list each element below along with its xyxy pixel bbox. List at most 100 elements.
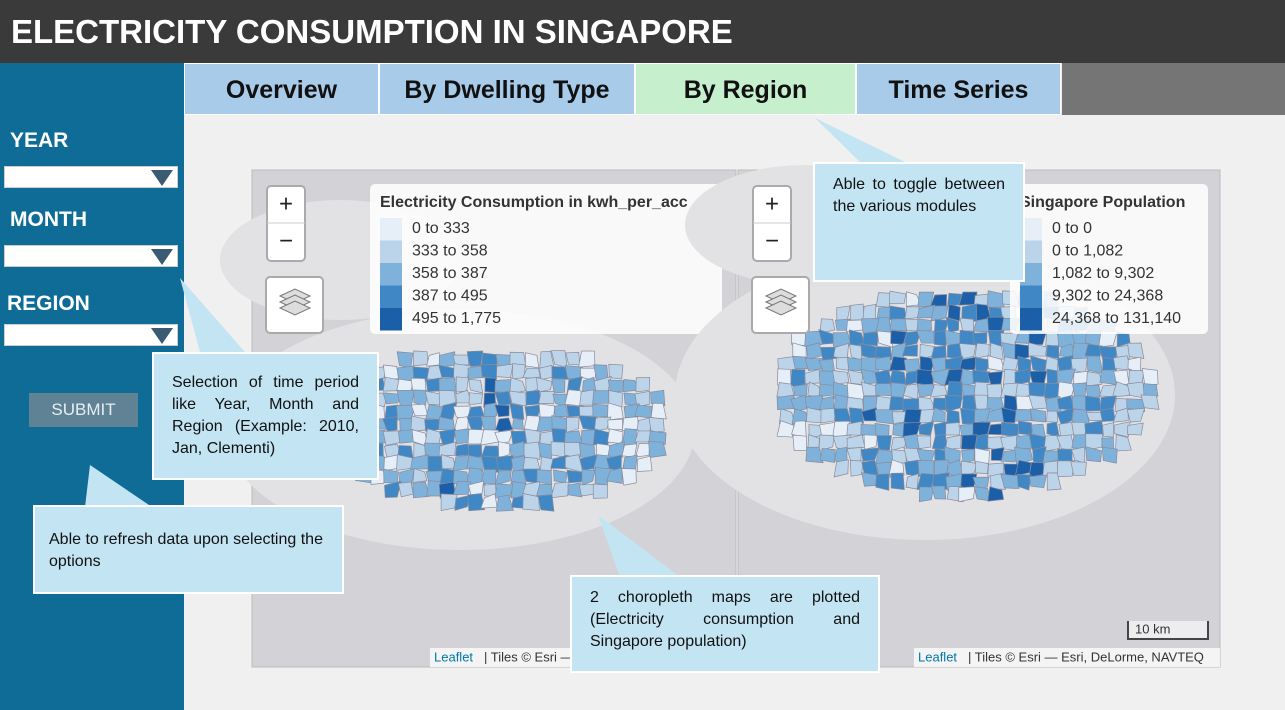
region-shape	[592, 483, 608, 499]
region-shape	[551, 378, 566, 394]
region-shape	[1112, 381, 1130, 398]
region-shape	[945, 422, 960, 436]
region-shape	[861, 472, 878, 487]
region-shape	[1085, 384, 1102, 399]
region-shape	[636, 455, 653, 472]
region-shape	[454, 495, 470, 511]
region-shape	[930, 485, 947, 500]
legend-entry: 387 to 495	[412, 288, 488, 305]
region-shape	[1056, 460, 1076, 477]
region-shape	[946, 409, 960, 425]
region-shape	[888, 356, 907, 372]
region-shape	[593, 416, 612, 432]
region-shape	[1141, 368, 1159, 386]
region-shape	[1000, 407, 1019, 424]
attribution-link[interactable]: Leaflet	[434, 649, 473, 664]
region-shape	[509, 377, 527, 395]
region-shape	[483, 402, 497, 421]
region-shape	[635, 443, 651, 458]
region-shape	[930, 305, 949, 322]
attribution-link[interactable]: Leaflet	[918, 649, 957, 664]
region-shape	[452, 354, 470, 366]
region-shape	[606, 441, 625, 460]
legend-entry: 495 to 1,775	[412, 310, 501, 327]
region-shape	[382, 392, 402, 405]
region-shape	[1001, 356, 1019, 372]
region-shape	[1070, 461, 1087, 476]
callout: Able to toggle between the various modul…	[813, 162, 1025, 282]
region-shape	[945, 434, 962, 450]
zoom-out[interactable]: −	[279, 227, 293, 254]
region-shape	[863, 434, 878, 450]
tab[interactable]: By Dwelling Type	[379, 63, 635, 115]
layers-icon	[764, 300, 798, 316]
region-shape	[972, 332, 988, 347]
region-shape	[384, 480, 402, 498]
region-select[interactable]	[4, 324, 178, 346]
region-shape	[440, 493, 458, 511]
region-shape	[438, 390, 456, 408]
region-shape	[1101, 446, 1118, 464]
region-shape	[818, 434, 835, 452]
region-shape	[621, 468, 637, 486]
region-shape	[1112, 407, 1129, 423]
region-shape	[1056, 407, 1074, 426]
legend-entry: 0 to 0	[1052, 220, 1092, 237]
region-shape	[512, 419, 524, 430]
legend-box	[1010, 184, 1208, 334]
region-shape	[889, 318, 908, 332]
region-shape	[509, 403, 525, 420]
zoom-in[interactable]: +	[279, 190, 293, 217]
region-shape	[382, 416, 398, 433]
region-shape	[1014, 343, 1031, 361]
attribution-box	[914, 648, 1220, 667]
region-shape	[918, 486, 935, 503]
region-shape	[1014, 409, 1033, 422]
region-shape	[1140, 394, 1160, 410]
region-shape	[648, 430, 667, 445]
year-select[interactable]	[4, 166, 178, 188]
legend-entry: 333 to 358	[412, 243, 488, 260]
region-shape	[1016, 473, 1032, 491]
tab-active[interactable]: By Region	[635, 63, 856, 115]
legend-swatch	[380, 218, 402, 241]
region-shape	[412, 468, 428, 483]
region-shape	[1043, 435, 1061, 452]
region-shape	[410, 415, 429, 432]
legend-swatch	[1020, 240, 1042, 263]
region-shape	[1014, 446, 1033, 465]
submit-button[interactable]: SUBMIT	[29, 393, 138, 427]
region-shape	[849, 460, 864, 477]
region-shape	[538, 391, 555, 405]
region-shape	[468, 378, 484, 394]
region-shape	[958, 486, 976, 503]
region-shape	[1114, 421, 1131, 438]
zoom-in[interactable]: +	[765, 190, 779, 217]
region-shape	[776, 420, 795, 438]
region-shape	[989, 342, 1004, 361]
tab[interactable]: Overview	[184, 63, 379, 115]
region-shape	[974, 447, 990, 465]
region-shape	[536, 376, 553, 393]
map: Singapore Population 0 to 0 0 to 1,082 1,08…	[675, 165, 1221, 668]
region-shape	[1085, 433, 1104, 451]
region-shape	[607, 402, 624, 421]
zoom-out[interactable]: −	[765, 227, 779, 254]
region-shape	[932, 397, 948, 411]
region-shape	[1028, 342, 1048, 357]
region-shape	[566, 416, 580, 433]
region-shape	[974, 357, 992, 372]
region-shape	[438, 441, 457, 457]
region-shape	[987, 486, 1004, 502]
legend-entry: 1,082 to 9,302	[1052, 265, 1154, 282]
region-shape	[916, 435, 932, 450]
month-select[interactable]	[4, 245, 178, 267]
region-shape	[495, 494, 514, 512]
callout: Selection of time period like Year, Mont…	[152, 352, 379, 480]
tab[interactable]: Time Series	[856, 63, 1061, 115]
region-shape	[974, 342, 990, 359]
region-shape	[635, 376, 651, 393]
legend-swatch	[380, 308, 402, 331]
region-shape	[916, 318, 932, 335]
